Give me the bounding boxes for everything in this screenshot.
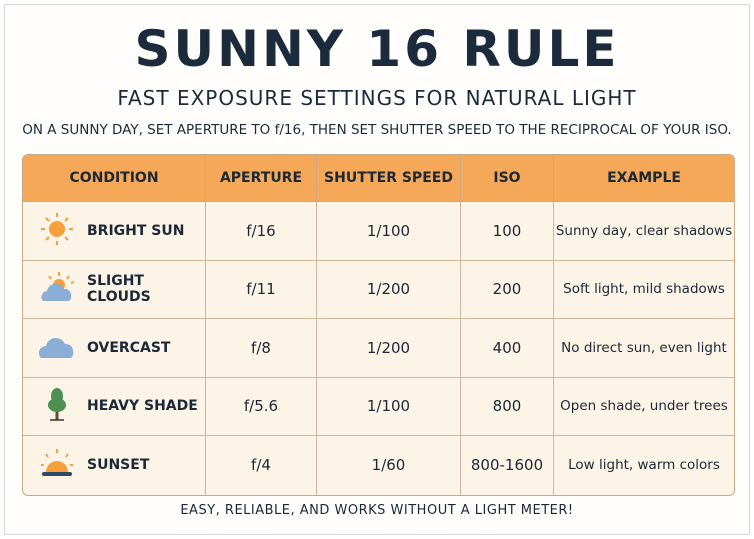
- condition-label: SLIGHT CLOUDS: [87, 273, 151, 306]
- table-row: SUNSET f/4 1/60 800-1600 Low light, warm…: [23, 436, 734, 495]
- iso-cell: 200: [461, 260, 554, 319]
- condition-label: SUNSET: [87, 457, 150, 474]
- iso-cell: 800-1600: [461, 436, 554, 495]
- example-cell: Open shade, under trees: [554, 378, 734, 436]
- iso-cell: 100: [461, 202, 554, 261]
- table-row: OVERCAST f/8 1/200 400 No direct sun, ev…: [23, 319, 734, 378]
- aperture-cell: f/16: [206, 202, 317, 261]
- example-cell: Soft light, mild shadows: [554, 261, 734, 319]
- example-cell: Sunny day, clear shadows: [554, 202, 734, 261]
- shutter-cell: 1/100: [317, 377, 461, 436]
- table-row: BRIGHT SUN f/16 1/100 100 Sunny day, cle…: [23, 202, 734, 261]
- sunset-icon: [37, 445, 87, 485]
- header-condition: CONDITION: [23, 155, 206, 202]
- footer-text: EASY, RELIABLE, AND WORKS WITHOUT A LIGH…: [180, 503, 574, 518]
- iso-cell: 800: [461, 377, 554, 436]
- example-cell: No direct sun, even light: [554, 319, 734, 378]
- condition-cell: SUNSET: [23, 436, 206, 495]
- table-header-row: CONDITION APERTURE SHUTTER SPEED ISO EXA…: [23, 155, 734, 202]
- condition-label: BRIGHT SUN: [87, 222, 185, 239]
- subtitle: FAST EXPOSURE SETTINGS FOR NATURAL LIGHT: [117, 86, 637, 110]
- aperture-cell: f/4: [206, 436, 317, 495]
- header-iso: ISO: [461, 155, 554, 202]
- condition-cell: SLIGHT CLOUDS: [23, 260, 206, 319]
- intro-text: ON A SUNNY DAY, SET APERTURE TO f/16, TH…: [22, 122, 732, 138]
- condition-cell: BRIGHT SUN: [23, 202, 206, 261]
- table-row: SLIGHT CLOUDS f/11 1/200 200 Soft light,…: [23, 260, 734, 319]
- header-aperture: APERTURE: [206, 155, 317, 202]
- shutter-cell: 1/100: [317, 202, 461, 261]
- condition-label: HEAVY SHADE: [87, 398, 198, 415]
- page-title: SUNNY 16 RULE: [134, 20, 620, 78]
- sun-icon: [37, 211, 87, 251]
- shutter-cell: 1/200: [317, 260, 461, 319]
- aperture-cell: f/11: [206, 260, 317, 319]
- condition-label: OVERCAST: [87, 339, 171, 356]
- condition-cell: OVERCAST: [23, 319, 206, 378]
- shutter-cell: 1/200: [317, 319, 461, 378]
- exposure-table: CONDITION APERTURE SHUTTER SPEED ISO EXA…: [22, 154, 735, 496]
- aperture-cell: f/5.6: [206, 377, 317, 436]
- condition-cell: HEAVY SHADE: [23, 377, 206, 436]
- aperture-cell: f/8: [206, 319, 317, 378]
- header-shutter: SHUTTER SPEED: [317, 155, 461, 202]
- header-example: EXAMPLE: [554, 155, 734, 202]
- tree-icon: [37, 386, 87, 426]
- cloud-icon: [37, 328, 87, 368]
- table-row: HEAVY SHADE f/5.6 1/100 800 Open shade, …: [23, 377, 734, 436]
- example-cell: Low light, warm colors: [568, 457, 720, 474]
- sun-behind-cloud-icon: [37, 269, 87, 309]
- shutter-cell: 1/60: [317, 436, 461, 495]
- iso-cell: 400: [461, 319, 554, 378]
